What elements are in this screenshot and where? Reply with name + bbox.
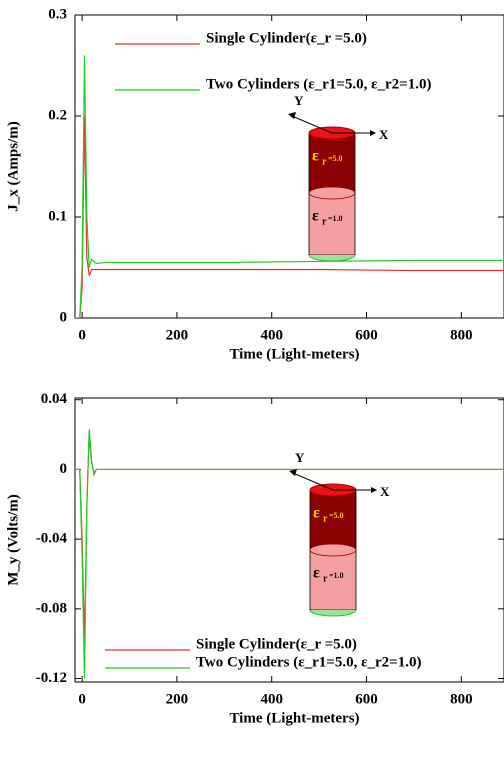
y-axis-title: M_y (Volts/m): [5, 494, 21, 586]
epsilon-value: =5.0: [328, 154, 343, 163]
lower-base: [309, 609, 357, 617]
x-tick-label: 200: [166, 327, 189, 343]
epsilon-sub: r: [322, 216, 327, 227]
x-tick-label: 400: [260, 691, 283, 707]
epsilon: ε: [312, 208, 319, 225]
y-tick-label: 0.1: [48, 208, 67, 224]
line: [75, 115, 504, 318]
plot-frame: [74, 14, 504, 319]
x-tick-label: 200: [166, 691, 189, 707]
plot-frame: [74, 397, 504, 683]
y-tick-label: -0.04: [36, 531, 68, 547]
epsilon: ε: [312, 148, 319, 165]
epsilon-sub: r: [323, 573, 328, 584]
y-arrow: [292, 472, 334, 491]
x-tick-label: 800: [450, 691, 473, 707]
y-tick-label: 0: [60, 309, 68, 325]
y-axis-title: J_x (Amps/m): [5, 121, 21, 211]
y-tick-label: -0.08: [36, 600, 67, 616]
x-axis-label: X: [379, 127, 389, 142]
inset-diagram: XYε r =5.0ε r =1.0: [288, 93, 389, 262]
line: [75, 429, 504, 679]
y-tick-label: 0.2: [48, 107, 67, 123]
inset-diagram: XYε r =5.0ε r =1.0: [289, 450, 390, 617]
lower-cylinder: [308, 192, 356, 256]
y-tick-label: 0.3: [48, 6, 67, 22]
epsilon: ε: [313, 565, 320, 582]
y-tick-label: -0.12: [36, 670, 67, 686]
series-group: [75, 55, 504, 318]
x-axis-title: Time (Light-meters): [229, 346, 359, 362]
x-axis-label: X: [380, 484, 390, 499]
y-arrow: [291, 115, 333, 134]
y-arrowhead: [288, 112, 296, 119]
upper-cylinder: [308, 132, 356, 194]
x-tick-label: 400: [260, 327, 283, 343]
x-tick-label: 600: [355, 327, 378, 343]
interface: [309, 543, 357, 557]
epsilon-value: =1.0: [329, 571, 344, 580]
line: [75, 434, 504, 644]
epsilon-sub: r: [322, 156, 327, 167]
lower-cylinder: [309, 549, 357, 611]
legend-label: Two Cylinders (ε_r1=5.0, ε_r2=1.0): [206, 76, 431, 92]
y-tick-label: 0.04: [41, 391, 68, 407]
legend-label: Single Cylinder(ε_r =5.0): [196, 636, 357, 652]
epsilon-value: =5.0: [329, 511, 344, 520]
y-axis-label: Y: [294, 93, 304, 108]
x-arrowhead: [370, 130, 376, 136]
upper-cylinder: [309, 489, 357, 551]
lower-base: [308, 254, 356, 262]
x-tick-label: 600: [355, 691, 378, 707]
epsilon-value: =1.0: [328, 214, 343, 223]
y-axis-label: Y: [295, 450, 305, 465]
epsilon: ε: [313, 505, 320, 522]
x-tick-label: 800: [450, 327, 473, 343]
x-arrowhead: [371, 487, 377, 493]
interface: [308, 186, 356, 200]
legend-label: Single Cylinder(ε_r =5.0): [206, 30, 367, 46]
x-tick-label: 0: [78, 691, 86, 707]
x-tick-label: 0: [78, 327, 86, 343]
series-group: [75, 429, 504, 679]
y-arrowhead: [289, 469, 297, 476]
line: [75, 55, 504, 318]
epsilon-sub: r: [323, 513, 328, 524]
legend-label: Two Cylinders (ε_r1=5.0, ε_r2=1.0): [196, 654, 421, 670]
y-tick-label: 0: [60, 461, 68, 477]
x-axis-title: Time (Light-meters): [229, 710, 359, 726]
